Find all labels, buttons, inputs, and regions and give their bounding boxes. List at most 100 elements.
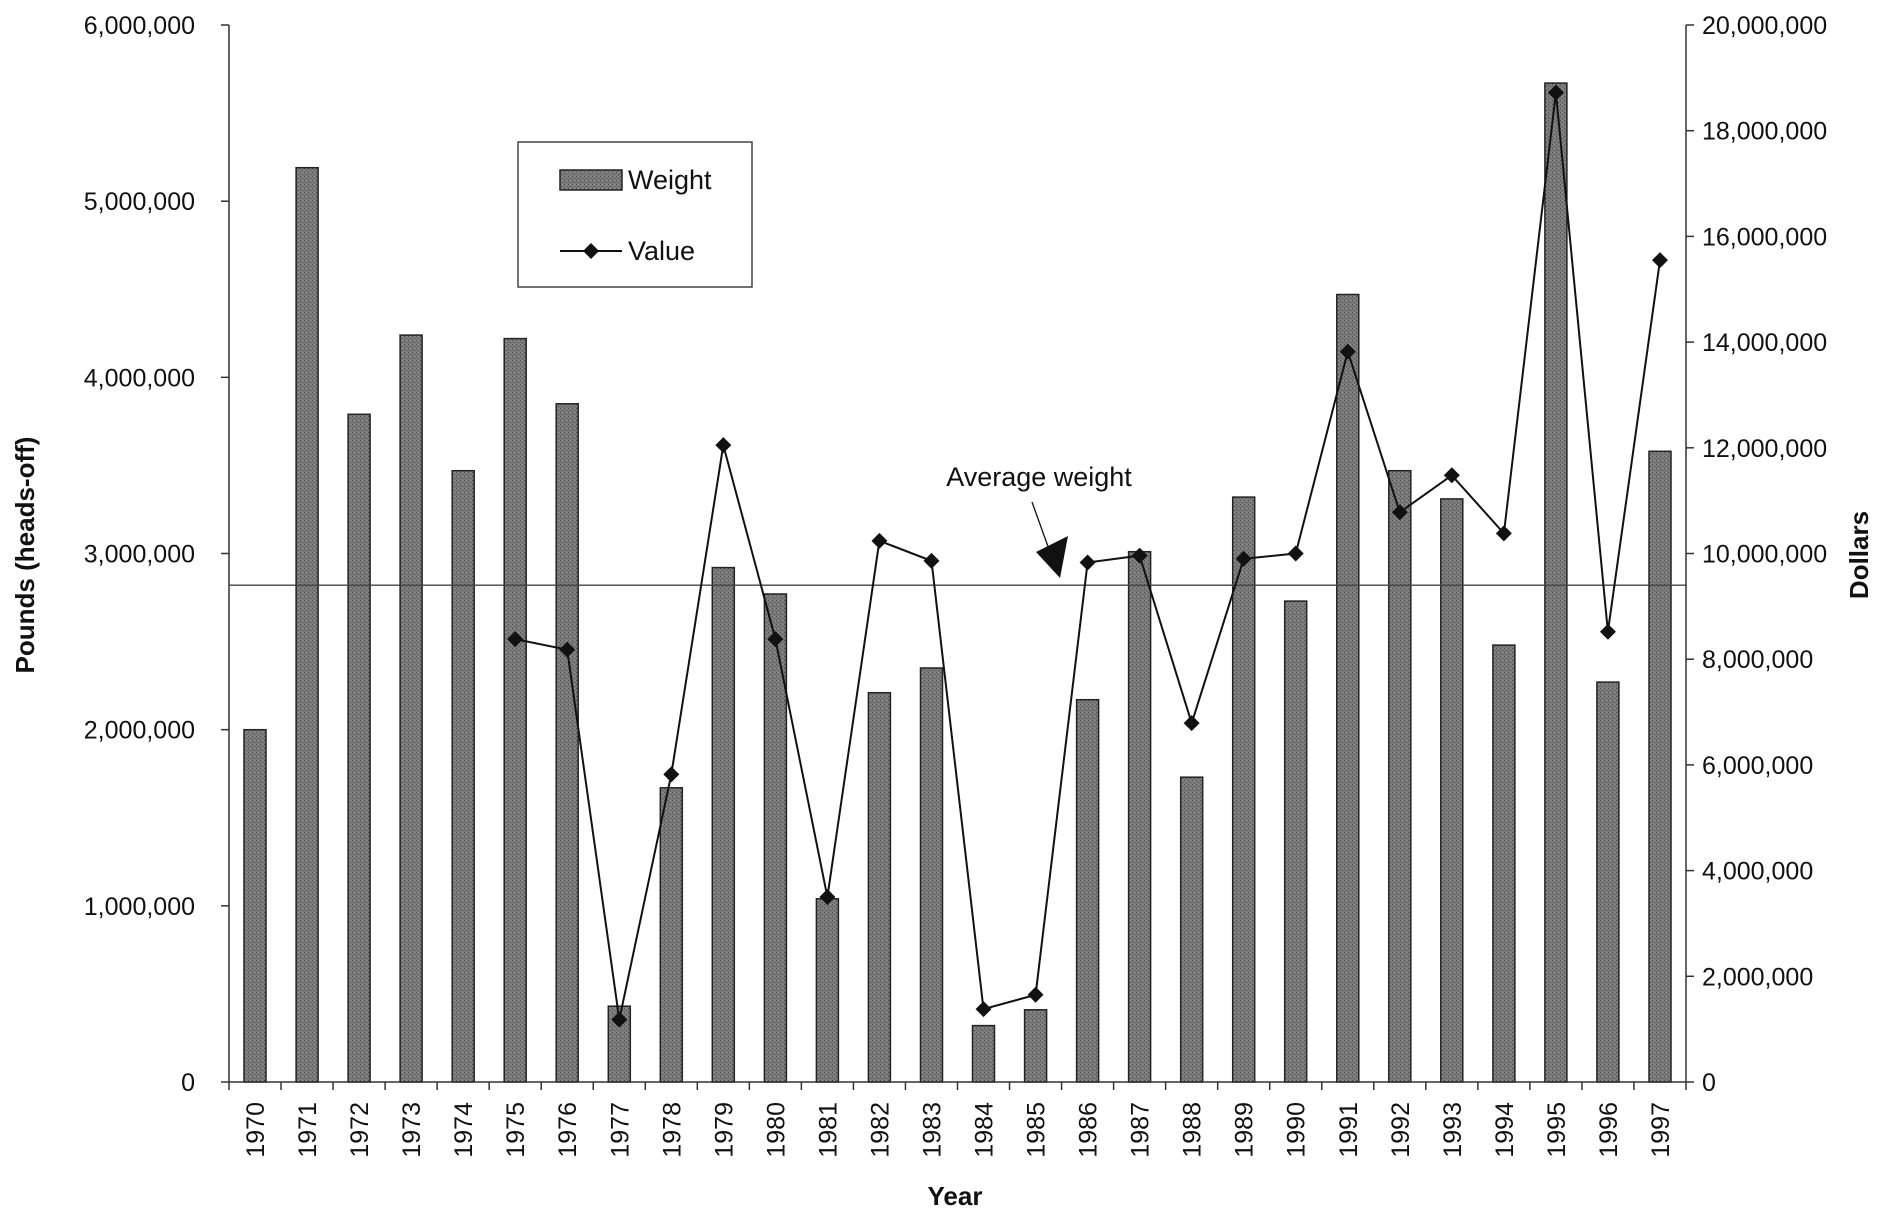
bar-1975 bbox=[503, 337, 527, 1083]
bar-1993 bbox=[1440, 498, 1464, 1083]
bar-1971 bbox=[295, 166, 319, 1083]
value-marker-1996 bbox=[1599, 623, 1616, 640]
value-marker-1997 bbox=[1651, 252, 1668, 269]
x-tick-label: 1986 bbox=[1075, 1102, 1103, 1158]
left-tick-label: 1,000,000 bbox=[84, 893, 195, 921]
right-tick-label: 4,000,000 bbox=[1702, 858, 1813, 886]
value-marker-1993 bbox=[1443, 467, 1460, 484]
x-tick-label: 1984 bbox=[971, 1102, 999, 1158]
legend: Weight Value bbox=[517, 141, 753, 288]
value-marker-1987 bbox=[1131, 547, 1148, 564]
right-tick-label: 16,000,000 bbox=[1702, 223, 1827, 251]
value-marker-1982 bbox=[871, 532, 888, 549]
legend-value-marker bbox=[583, 243, 599, 259]
average-weight-annotation: Average weight bbox=[946, 462, 1132, 578]
bar-1983 bbox=[919, 667, 944, 1083]
right-tick-label: 0 bbox=[1702, 1069, 1716, 1097]
value-marker-1984 bbox=[975, 1001, 992, 1018]
y2-axis-title: Dollars bbox=[1844, 511, 1874, 599]
x-tick-label: 1988 bbox=[1179, 1102, 1207, 1158]
right-tick-label: 6,000,000 bbox=[1702, 752, 1813, 780]
axes bbox=[228, 25, 1687, 1083]
right-tick-label: 18,000,000 bbox=[1702, 118, 1827, 146]
value-marker-1985 bbox=[1027, 986, 1044, 1003]
value-marker-1983 bbox=[923, 552, 940, 569]
x-tick-label: 1992 bbox=[1387, 1102, 1415, 1158]
value-marker-1976 bbox=[559, 641, 576, 658]
left-tick-label: 5,000,000 bbox=[84, 188, 195, 216]
bar-1996 bbox=[1596, 681, 1620, 1083]
y-axis-title: Pounds (heads-off) bbox=[10, 437, 40, 674]
x-tick-label: 1983 bbox=[918, 1102, 946, 1158]
x-tick-label: 1997 bbox=[1647, 1102, 1675, 1158]
average-weight-label: Average weight bbox=[946, 462, 1132, 492]
left-tick-label: 4,000,000 bbox=[84, 364, 195, 392]
x-tick-label: 1974 bbox=[450, 1102, 478, 1158]
x-tick-label: 1980 bbox=[762, 1102, 790, 1158]
right-tick-label: 2,000,000 bbox=[1702, 963, 1813, 991]
x-tick-label: 1994 bbox=[1491, 1102, 1519, 1158]
bar-1986 bbox=[1075, 698, 1100, 1083]
x-tick-label: 1985 bbox=[1023, 1102, 1051, 1158]
value-marker-1994 bbox=[1495, 525, 1512, 542]
legend-box bbox=[517, 141, 753, 288]
bar-1995 bbox=[1544, 82, 1568, 1083]
annotation-arrowhead bbox=[1036, 536, 1068, 578]
bar-1987 bbox=[1127, 550, 1152, 1083]
x-tick-label: 1990 bbox=[1283, 1102, 1311, 1158]
x-axis-title: Year bbox=[928, 1181, 983, 1209]
x-tick-label: 1981 bbox=[814, 1102, 842, 1158]
value-line-series bbox=[507, 84, 1668, 1028]
bar-1984 bbox=[971, 1024, 996, 1083]
right-tick-label: 8,000,000 bbox=[1702, 646, 1813, 674]
x-tick-label: 1972 bbox=[346, 1102, 374, 1158]
value-marker-1990 bbox=[1287, 545, 1304, 562]
value-marker-1992 bbox=[1391, 504, 1408, 521]
right-axis-ticks: 0 2,000,000 4,000,000 6,000,000 8,000,000 10,… bbox=[1686, 12, 1827, 1097]
bar-1990 bbox=[1283, 600, 1308, 1083]
x-tick-label: 1978 bbox=[658, 1102, 686, 1158]
right-tick-label: 14,000,000 bbox=[1702, 329, 1827, 357]
weight-bars bbox=[243, 82, 1672, 1083]
bar-1985 bbox=[1023, 1009, 1048, 1083]
legend-weight-label: Weight bbox=[628, 165, 712, 195]
x-tick-label: 1970 bbox=[242, 1102, 270, 1158]
bar-1972 bbox=[347, 413, 371, 1083]
x-tick-label: 1987 bbox=[1127, 1102, 1155, 1158]
right-tick-label: 20,000,000 bbox=[1702, 12, 1827, 40]
x-tick-label: 1995 bbox=[1543, 1102, 1571, 1158]
value-marker-1980 bbox=[767, 631, 784, 648]
legend-weight-swatch bbox=[559, 169, 623, 191]
value-marker-1978 bbox=[663, 766, 680, 783]
bar-1981 bbox=[815, 898, 840, 1083]
x-tick-label: 1976 bbox=[554, 1102, 582, 1158]
bar-1997 bbox=[1648, 450, 1672, 1083]
legend-value-label: Value bbox=[628, 236, 695, 266]
bar-1976 bbox=[555, 403, 579, 1083]
bar-1974 bbox=[451, 469, 475, 1083]
bar-1992 bbox=[1388, 469, 1412, 1083]
bar-1991 bbox=[1336, 293, 1360, 1083]
value-marker-1995 bbox=[1547, 84, 1564, 101]
bar-1988 bbox=[1179, 776, 1204, 1083]
value-marker-1981 bbox=[819, 889, 836, 906]
value-marker-1975 bbox=[507, 631, 524, 648]
bar-1978 bbox=[659, 787, 684, 1083]
x-tick-label: 1996 bbox=[1595, 1102, 1623, 1158]
x-tick-label: 1989 bbox=[1231, 1102, 1259, 1158]
left-tick-label: 3,000,000 bbox=[84, 541, 195, 569]
x-tick-label: 1982 bbox=[866, 1102, 894, 1158]
value-marker-1986 bbox=[1079, 554, 1096, 571]
x-tick-label: 1979 bbox=[710, 1102, 738, 1158]
value-marker-1979 bbox=[715, 437, 732, 454]
bar-1973 bbox=[399, 334, 423, 1083]
bar-1980 bbox=[763, 593, 788, 1083]
x-tick-label: 1973 bbox=[398, 1102, 426, 1158]
x-tick-label: 1991 bbox=[1335, 1102, 1363, 1158]
bar-1994 bbox=[1492, 644, 1516, 1083]
x-tick-label: 1977 bbox=[606, 1102, 634, 1158]
x-tick-label: 1975 bbox=[502, 1102, 530, 1158]
left-tick-label: 2,000,000 bbox=[84, 717, 195, 745]
bar-1982 bbox=[867, 691, 892, 1083]
